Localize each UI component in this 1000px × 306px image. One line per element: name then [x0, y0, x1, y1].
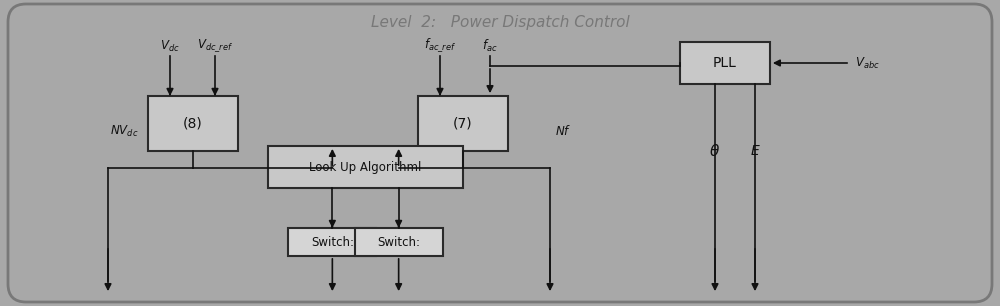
Bar [418, 96, 508, 151]
Bar [355, 228, 443, 256]
Text: Look Up Algorithml: Look Up Algorithml [309, 161, 422, 174]
Text: PLL: PLL [713, 56, 737, 70]
FancyBboxPatch shape [8, 4, 992, 302]
Bar [288, 228, 376, 256]
Text: $f_{ac\_ref}$: $f_{ac\_ref}$ [424, 36, 456, 54]
Bar [680, 42, 770, 84]
Bar [268, 146, 463, 188]
Text: $Nf$: $Nf$ [555, 124, 571, 138]
Text: Level  2:   Power Dispatch Control: Level 2: Power Dispatch Control [371, 14, 629, 29]
Text: $V_{abc}$: $V_{abc}$ [855, 55, 880, 71]
Text: $f_{ac}$: $f_{ac}$ [482, 38, 498, 54]
Text: Switch:: Switch: [377, 236, 420, 248]
Text: (7): (7) [453, 117, 473, 130]
Text: (8): (8) [183, 117, 203, 130]
Text: $E$: $E$ [750, 144, 760, 158]
Text: $V_{dc}$: $V_{dc}$ [160, 39, 180, 54]
Text: Switch:: Switch: [311, 236, 354, 248]
Text: $NV_{dc}$: $NV_{dc}$ [110, 123, 138, 139]
Text: $\theta$: $\theta$ [709, 143, 721, 159]
Text: $V_{dc\_ref}$: $V_{dc\_ref}$ [197, 37, 233, 54]
Bar [148, 96, 238, 151]
